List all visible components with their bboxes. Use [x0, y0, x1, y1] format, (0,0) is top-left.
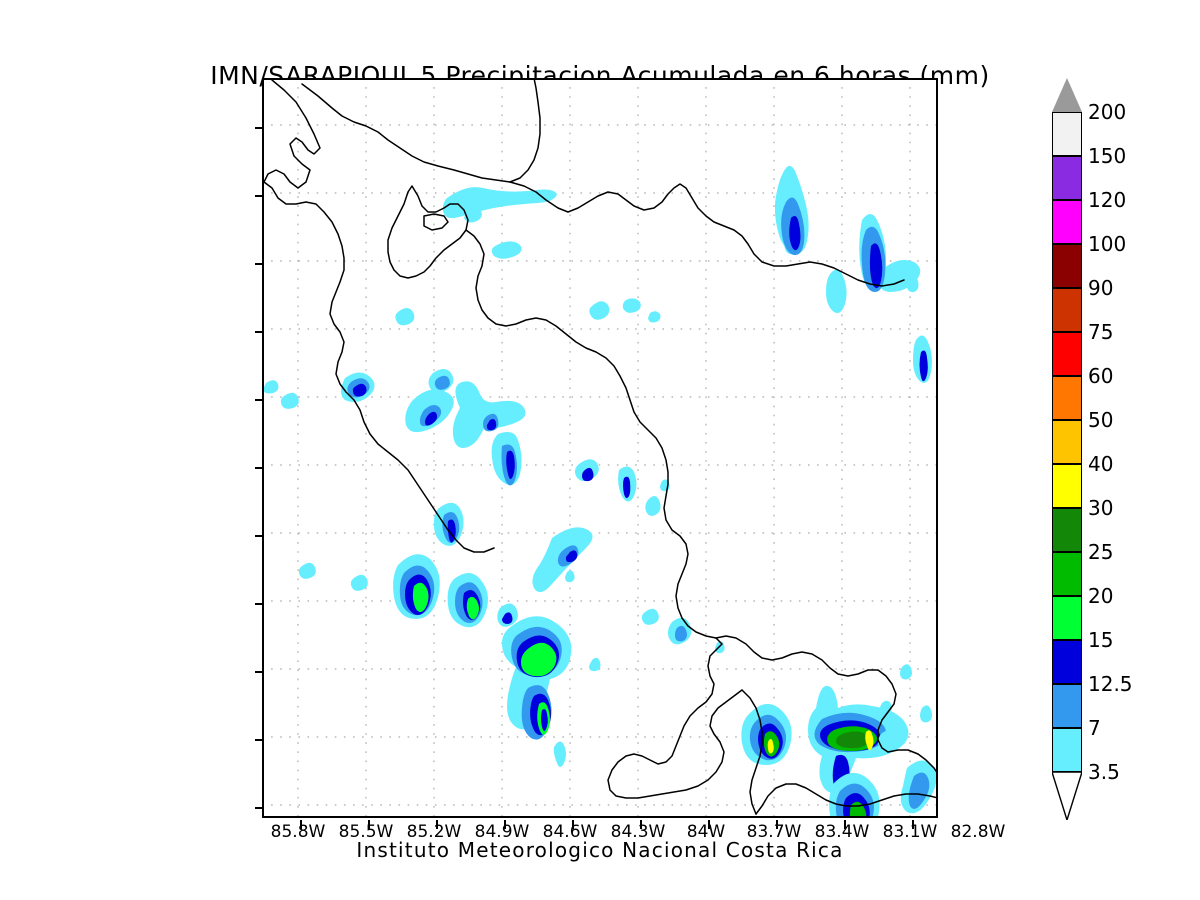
precip-cell-south-yellow-1 [741, 703, 792, 765]
colorbar-segment [1052, 420, 1082, 464]
figure-footer: Instituto Meteorologico Nacional Costa R… [356, 838, 844, 862]
x-axis-label: 83.4W [814, 822, 870, 842]
colorbar-label: 120 [1088, 188, 1127, 212]
precip-cell-small-group [497, 603, 692, 645]
x-axis-label: 85.2W [406, 822, 462, 842]
x-axis-label: 84W [686, 822, 726, 842]
x-axis-label: 83.1W [882, 822, 938, 842]
precip-cell-central-valley [433, 502, 464, 546]
precip-cell-south-cyan-dots [877, 664, 932, 751]
x-axis-label: 84.6W [542, 822, 598, 842]
x-axis-label: 85.5W [338, 822, 394, 842]
precip-cell-green-core-2 [447, 573, 488, 628]
precip-cell-far-se [900, 760, 936, 814]
colorbar-segment [1052, 464, 1082, 508]
colorbar-label: 30 [1088, 496, 1114, 520]
colorbar-segment [1052, 200, 1082, 244]
precip-cell-far-east [913, 335, 932, 383]
colorbar-label: 25 [1088, 540, 1114, 564]
map-plot-area [255, 78, 938, 829]
colorbar-segment [1052, 288, 1082, 332]
colorbar-segment [1052, 376, 1082, 420]
x-tick [436, 820, 438, 829]
map-svg [264, 80, 936, 816]
precip-cell-misc-dots [553, 570, 892, 780]
y-tick [255, 127, 264, 129]
x-tick [776, 820, 778, 829]
y-tick [255, 535, 264, 537]
colorbar-label: 20 [1088, 584, 1114, 608]
precip-cell-green-core-1 [393, 554, 440, 619]
precipitation-contours [264, 165, 936, 816]
y-tick [255, 331, 264, 333]
colorbar-label: 7 [1088, 716, 1101, 740]
colorbar-label: 60 [1088, 364, 1114, 388]
colorbar-segment [1052, 156, 1082, 200]
colorbar-segment [1052, 728, 1082, 772]
colorbar-segment [1052, 508, 1082, 552]
y-tick [255, 399, 264, 401]
x-tick [368, 820, 370, 829]
precip-cell-star [452, 381, 526, 486]
precip-cell-north-central [589, 298, 661, 323]
x-tick [640, 820, 642, 829]
colorbar-segment [1052, 244, 1082, 288]
colorbar-under-arrow [1052, 772, 1082, 820]
y-tick [255, 807, 264, 809]
x-tick [300, 820, 302, 829]
x-axis-label: 85.8W [270, 822, 326, 842]
precip-cell-north-lake [442, 187, 557, 259]
colorbar-segment [1052, 684, 1082, 728]
colorbar-label: 90 [1088, 276, 1114, 300]
x-tick [912, 820, 914, 829]
precip-cell-caribbean-north [774, 165, 809, 256]
colorbar-over-arrow [1052, 78, 1082, 112]
colorbar-label: 50 [1088, 408, 1114, 432]
precip-cell-band-1000 [405, 389, 454, 433]
grid-lines [264, 80, 936, 816]
colorbar-label: 40 [1088, 452, 1114, 476]
colorbar-label: 15 [1088, 628, 1114, 652]
y-tick [255, 263, 264, 265]
colorbar-label: 3.5 [1088, 760, 1120, 784]
colorbar: 200 150 120 100 90 75 60 50 40 30 25 20 … [1052, 78, 1133, 820]
precip-cell-streak [532, 527, 593, 593]
y-tick [255, 671, 264, 673]
colorbar-segment [1052, 112, 1082, 156]
x-tick [504, 820, 506, 829]
y-tick [255, 195, 264, 197]
precip-cell-row-1015 [264, 369, 454, 409]
colorbar-label: 150 [1088, 144, 1127, 168]
y-tick [255, 603, 264, 605]
x-tick [572, 820, 574, 829]
colorbar-segment [1052, 552, 1082, 596]
colorbar-segment [1052, 332, 1082, 376]
colorbar-label: 200 [1088, 100, 1127, 124]
colorbar-segment [1052, 596, 1082, 640]
colorbar-label: 100 [1088, 232, 1127, 256]
x-tick [844, 820, 846, 829]
x-axis-label: 84.3W [610, 822, 666, 842]
x-axis-label: 83.7W [746, 822, 802, 842]
x-axis-label: 84.9W [474, 822, 530, 842]
coastline-borders [264, 80, 936, 815]
precip-cell-cordillera-w [395, 308, 415, 326]
colorbar-label: 75 [1088, 320, 1114, 344]
precip-cell-mid-dots [575, 459, 670, 516]
colorbar-segment [1052, 640, 1082, 684]
y-tick [255, 467, 264, 469]
x-tick [708, 820, 710, 829]
precip-cell-sw-dots [298, 562, 368, 591]
y-tick [255, 739, 264, 741]
x-axis-label: 82.8W [950, 822, 1006, 842]
precip-cell-green-core-3 [502, 616, 572, 740]
precip-cell-caribbean-ne [826, 214, 921, 313]
map-canvas [264, 80, 936, 816]
colorbar-label: 12.5 [1088, 672, 1133, 696]
